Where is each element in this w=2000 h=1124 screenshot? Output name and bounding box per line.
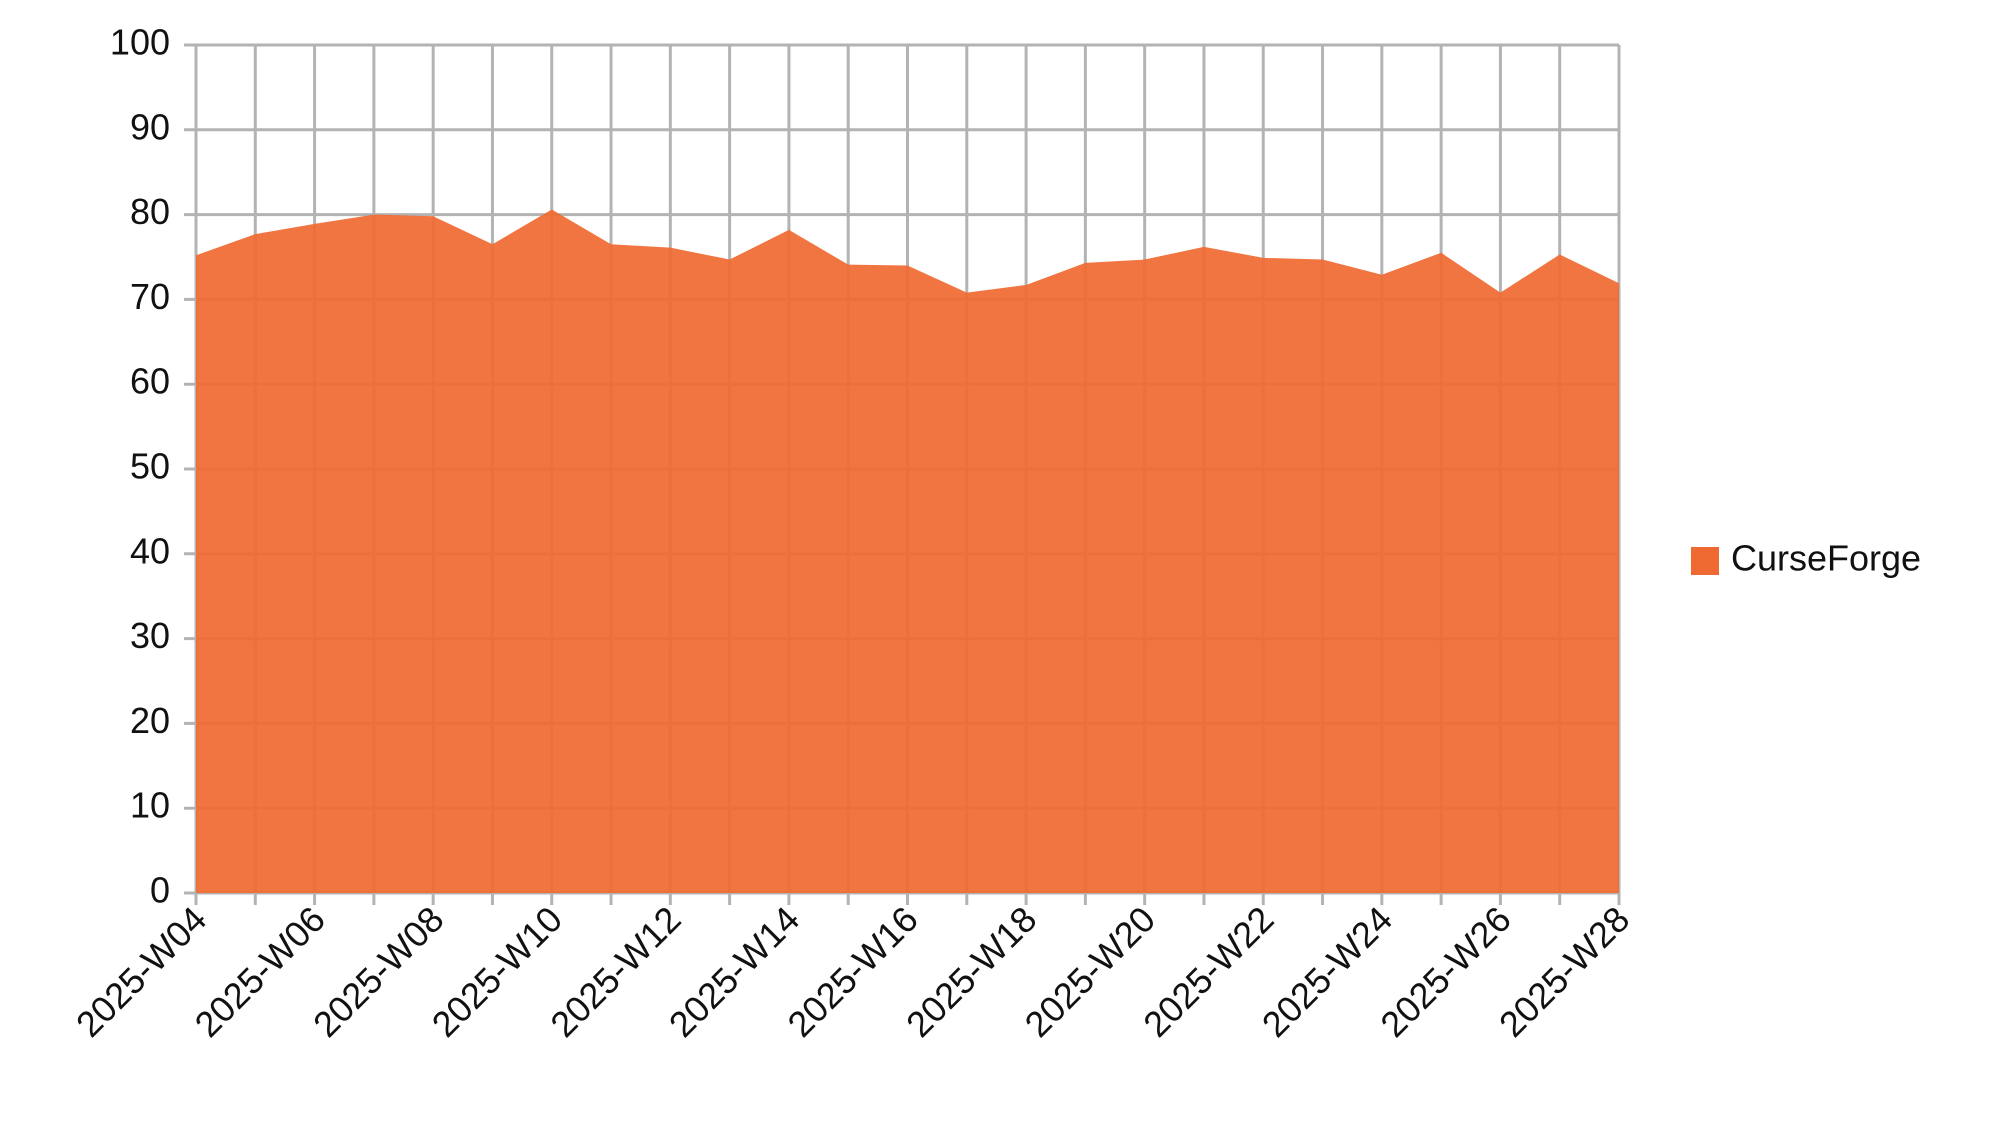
legend-label: CurseForge [1731, 538, 1921, 579]
y-tick-label: 100 [110, 22, 170, 63]
y-tick-label: 80 [130, 191, 170, 232]
y-tick-label: 70 [130, 276, 170, 317]
y-tick-label: 10 [130, 785, 170, 826]
y-tick-label: 50 [130, 446, 170, 487]
y-tick-label: 20 [130, 700, 170, 741]
y-tick-label: 30 [130, 615, 170, 656]
y-tick-label: 0 [150, 870, 170, 911]
legend-swatch [1691, 547, 1719, 575]
y-tick-label: 60 [130, 361, 170, 402]
area [196, 209, 1619, 894]
y-tick-label: 90 [130, 106, 170, 147]
x-tick-label: 2025-W28 [1491, 898, 1637, 1044]
y-tick-label: 40 [130, 530, 170, 571]
